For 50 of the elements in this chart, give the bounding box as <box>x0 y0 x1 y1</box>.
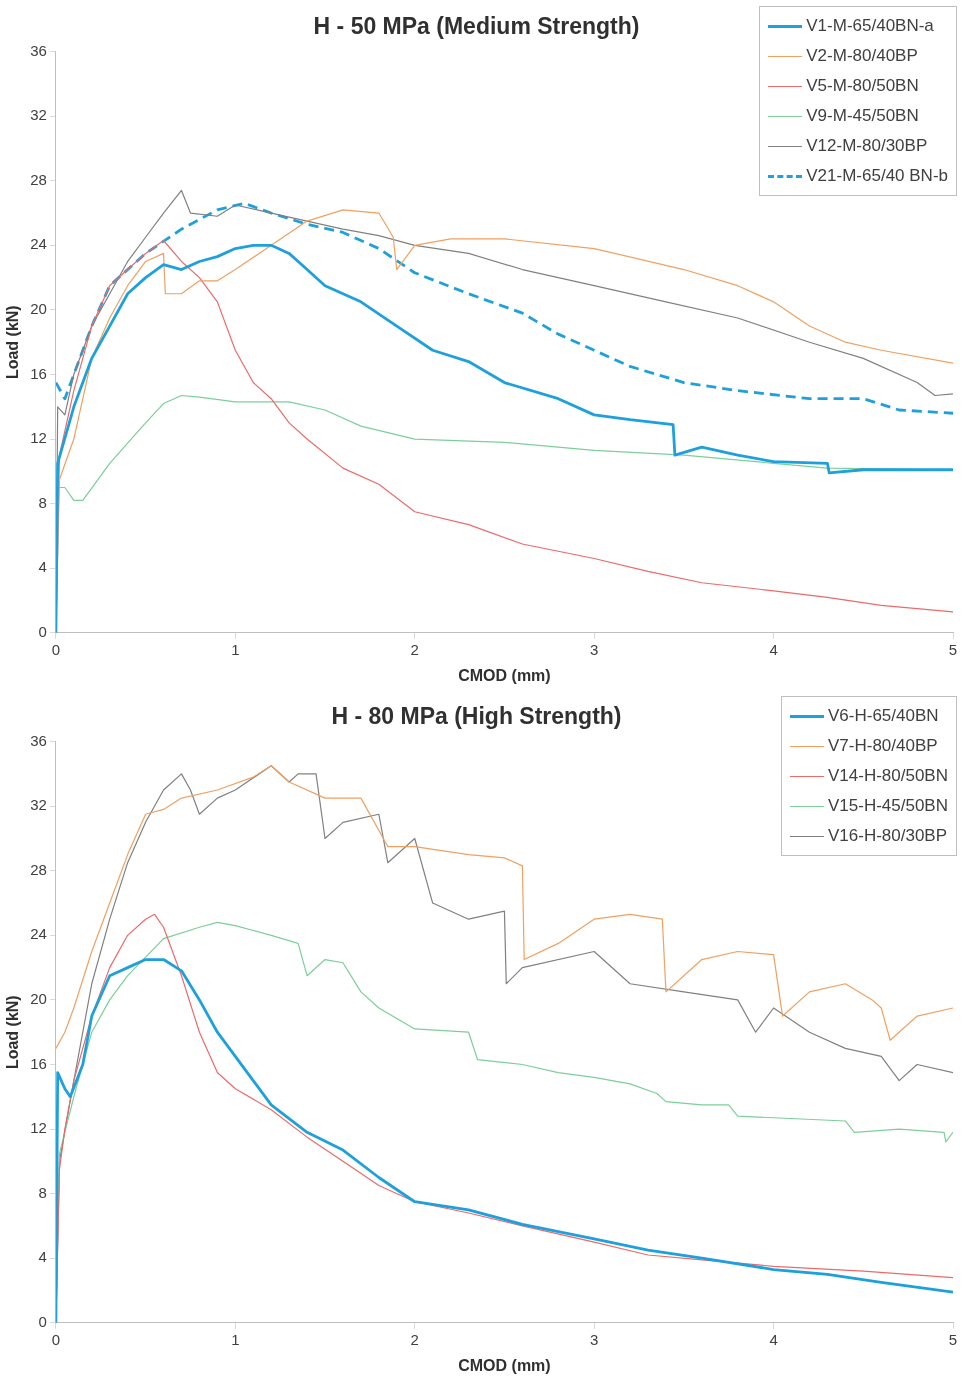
y-tick-label: 4 <box>38 1248 47 1266</box>
x-tick-label: 0 <box>51 1330 61 1348</box>
x-tick-label: 5 <box>948 1330 958 1348</box>
legend-label: V15-H-45/50BN <box>827 796 948 816</box>
y-tick-label: 28 <box>30 170 47 188</box>
y-tick-label: 28 <box>30 860 47 878</box>
y-tick-label: 4 <box>38 558 47 576</box>
y-axis-title: Load (kN) <box>4 995 22 1070</box>
legend-label: V21-M-65/40 BN-b <box>806 166 948 186</box>
chart-title: H - 50 MPa (Medium Strength) <box>313 13 640 40</box>
legend-label: V2-M-80/40BP <box>806 46 918 66</box>
y-tick-label: 20 <box>30 990 47 1008</box>
x-tick-label: 2 <box>410 1330 419 1348</box>
x-tick-label: 0 <box>51 640 61 658</box>
y-tick-label: 0 <box>38 1312 47 1330</box>
x-tick-label: 2 <box>410 640 419 658</box>
x-tick-label: 3 <box>589 1330 599 1348</box>
y-tick-label: 8 <box>38 1183 47 1201</box>
y-axis-title: Load (kN) <box>4 305 22 380</box>
y-tick-label: 16 <box>30 364 47 382</box>
y-tick-label: 36 <box>30 731 47 749</box>
x-tick-label: 5 <box>948 640 958 658</box>
x-tick-label: 3 <box>589 640 599 658</box>
y-tick-label: 12 <box>30 1119 47 1137</box>
y-tick-label: 24 <box>30 925 47 943</box>
y-tick-label: 32 <box>30 796 47 814</box>
legend-label: V9-M-45/50BN <box>806 106 919 126</box>
x-axis-title: CMOD (mm) <box>458 666 551 684</box>
legend-label: V14-H-80/50BN <box>827 766 948 786</box>
y-tick-label: 16 <box>30 1054 47 1072</box>
legend-label: V1-M-65/40BN-a <box>806 16 934 36</box>
chart-title: H - 80 MPa (High Strength) <box>331 703 622 730</box>
y-tick-label: 32 <box>30 106 47 124</box>
x-tick-label: 4 <box>769 1330 778 1348</box>
x-tick-label: 1 <box>231 1330 240 1348</box>
y-tick-label: 20 <box>30 300 47 318</box>
y-tick-label: 8 <box>38 493 47 511</box>
x-tick-label: 1 <box>231 640 240 658</box>
legend-label: V7-H-80/40BP <box>827 736 938 756</box>
y-tick-label: 36 <box>30 41 47 59</box>
legend-label: V5-M-80/50BN <box>806 76 919 96</box>
x-axis-title: CMOD (mm) <box>458 1356 551 1374</box>
legend-label: V6-H-65/40BN <box>827 706 939 726</box>
line-series <box>55 201 953 415</box>
y-tick-label: 24 <box>30 235 47 253</box>
y-tick-label: 12 <box>30 429 47 447</box>
y-tick-label: 0 <box>38 622 47 640</box>
legend-label: V16-H-80/30BP <box>827 826 948 846</box>
x-tick-label: 4 <box>769 640 778 658</box>
legend-label: V12-M-80/30BP <box>806 136 928 156</box>
